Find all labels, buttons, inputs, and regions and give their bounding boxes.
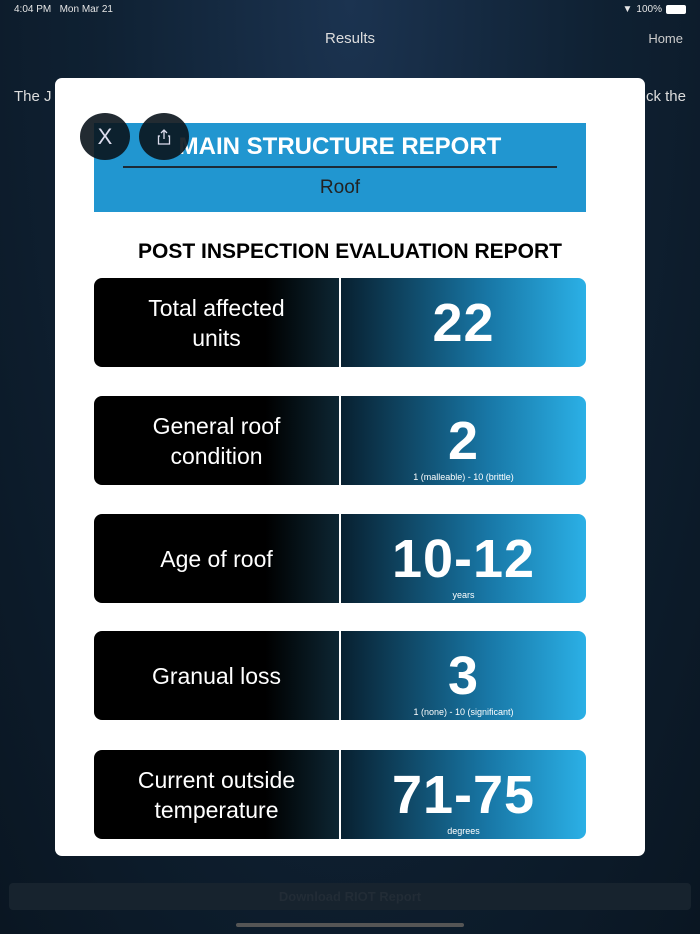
report-row: Granual loss 3 1 (none) - 10 (significant) xyxy=(94,631,586,720)
bg-text-left: The J xyxy=(14,88,52,105)
time: 4:04 PM xyxy=(14,4,52,15)
page-title: Results xyxy=(324,30,376,47)
bg-text-right: ck the xyxy=(645,88,686,105)
background-text: The J ck the xyxy=(14,88,686,105)
wifi-icon: ▼ xyxy=(622,4,633,15)
report-row: Age of roof 10-12 years xyxy=(94,514,586,603)
row-label: Granual loss xyxy=(94,631,339,720)
row-value-panel: 22 xyxy=(341,278,586,367)
date: Mon Mar 21 xyxy=(59,4,113,15)
row-value-panel: 10-12 years xyxy=(341,514,586,603)
row-label: General roof condition xyxy=(94,396,339,485)
battery-icon xyxy=(666,5,686,14)
report-modal: MAIN STRUCTURE REPORT Roof X POST INSPEC… xyxy=(55,78,645,856)
row-label: Current outside temperature xyxy=(94,750,339,839)
report-row: Current outside temperature 71-75 degrees xyxy=(94,750,586,839)
row-value-panel: 71-75 degrees xyxy=(341,750,586,839)
share-icon xyxy=(157,128,171,145)
row-value: 10-12 xyxy=(391,528,536,589)
home-indicator xyxy=(236,923,464,927)
row-label: Age of roof xyxy=(94,514,339,603)
report-heading: POST INSPECTION EVALUATION REPORT xyxy=(138,240,562,263)
row-note: degrees xyxy=(447,826,480,836)
row-value: 3 xyxy=(447,645,480,706)
close-button[interactable]: X xyxy=(80,113,130,160)
row-note: years xyxy=(452,590,475,600)
row-note: 1 (malleable) - 10 (brittle) xyxy=(413,472,514,482)
battery-percent: 100% xyxy=(636,4,662,15)
row-label: Total affected units xyxy=(94,278,339,367)
report-row: Total affected units 22 xyxy=(94,278,586,367)
row-value: 71-75 xyxy=(391,764,536,825)
report-row: General roof condition 2 1 (malleable) - 1… xyxy=(94,396,586,485)
download-report-button[interactable]: Download RIOT Report xyxy=(9,883,691,910)
row-note: 1 (none) - 10 (significant) xyxy=(413,707,514,717)
row-value: 2 xyxy=(447,410,480,471)
status-bar: 4:04 PM Mon Mar 21 ▼ 100% xyxy=(14,4,686,15)
divider xyxy=(123,166,557,168)
banner-subtitle: Roof xyxy=(319,177,361,198)
home-button[interactable]: Home xyxy=(648,31,683,46)
banner-title: MAIN STRUCTURE REPORT xyxy=(178,133,502,160)
row-value: 22 xyxy=(432,292,495,353)
share-button[interactable] xyxy=(139,113,189,160)
